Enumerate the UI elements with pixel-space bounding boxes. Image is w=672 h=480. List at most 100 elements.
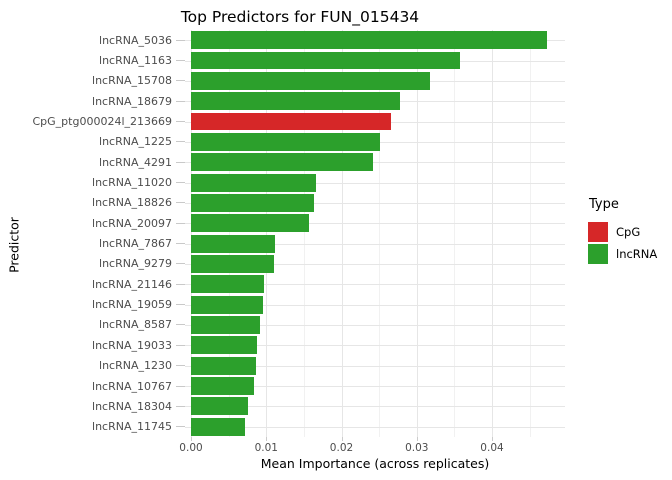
- gridline-vertical-minor: [228, 30, 230, 437]
- gridline-horizontal: [185, 202, 565, 204]
- bar-lncRNA_10767: [191, 377, 255, 395]
- bar-lncRNA_11745: [191, 417, 246, 436]
- gridline-vertical-minor: [529, 30, 531, 437]
- y-tick-row: lncRNA_18679: [0, 91, 185, 111]
- y-tick-row: lncRNA_19033: [0, 335, 185, 355]
- gridline-vertical-major: [492, 30, 493, 437]
- gridline-horizontal: [185, 365, 565, 367]
- x-tick-label: 0.00: [179, 442, 203, 454]
- y-tick-label: lncRNA_15708: [92, 74, 172, 88]
- bar-row: [185, 152, 565, 172]
- y-axis-labels: lncRNA_5036 lncRNA_1163 lncRNA_15708 lncRNA…: [0, 30, 185, 437]
- y-tick-mark: [176, 141, 185, 143]
- legend-item-label: CpG: [616, 225, 641, 239]
- legend-item-cpg: CpG: [588, 222, 657, 242]
- gridline-horizontal: [185, 263, 565, 265]
- bar-lncRNA_11020: [191, 173, 316, 192]
- y-tick-mark: [176, 121, 185, 123]
- y-tick-mark: [176, 365, 185, 367]
- y-tick-mark: [176, 161, 185, 163]
- plot-panel: [185, 30, 565, 437]
- y-tick-label: lncRNA_18679: [92, 94, 172, 108]
- y-tick-mark: [176, 283, 185, 285]
- bar-row: [185, 111, 565, 131]
- bar-lncRNA_15708: [191, 71, 430, 90]
- y-tick-label: lncRNA_19033: [92, 338, 172, 352]
- y-tick-row: lncRNA_4291: [0, 152, 185, 172]
- y-tick-label: lncRNA_18304: [92, 399, 172, 413]
- bar-row: [185, 254, 565, 274]
- bar-row: [185, 274, 565, 294]
- y-tick-mark: [176, 60, 185, 62]
- y-tick-mark: [176, 405, 185, 407]
- gridline-vertical-major: [191, 30, 192, 437]
- bar-row: [185, 294, 565, 314]
- bar-lncRNA_20097: [191, 214, 310, 233]
- y-tick-mark: [176, 80, 185, 82]
- bar-lncRNA_1225: [191, 132, 380, 151]
- bar-row: [185, 417, 565, 437]
- y-tick-label: lncRNA_5036: [99, 33, 172, 47]
- gridline-vertical-major: [416, 30, 418, 437]
- bar-lncRNA_19033: [191, 336, 257, 355]
- y-tick-row: lncRNA_5036: [0, 30, 185, 50]
- x-tick-mark: [266, 437, 268, 441]
- y-tick-label: CpG_ptg000024l_213669: [32, 115, 172, 129]
- gridline-horizontal: [185, 223, 565, 225]
- y-tick-row: lncRNA_15708: [0, 71, 185, 91]
- y-tick-label: lncRNA_11745: [92, 420, 172, 434]
- legend: Type CpG lncRNA: [588, 197, 657, 266]
- bar-rows: [185, 30, 565, 437]
- y-tick-mark: [176, 426, 185, 428]
- bar-row: [185, 356, 565, 376]
- bar-row: [185, 172, 565, 192]
- legend-item-label: lncRNA: [616, 247, 658, 261]
- y-tick-row: CpG_ptg000024l_213669: [0, 111, 185, 131]
- y-tick-label: lncRNA_9279: [99, 257, 172, 271]
- gridline-horizontal: [185, 324, 565, 326]
- y-tick-mark: [176, 243, 185, 245]
- y-tick-label: lncRNA_8587: [99, 318, 172, 332]
- x-tick-label: 0.01: [254, 442, 278, 454]
- y-tick-row: lncRNA_18826: [0, 193, 185, 213]
- y-tick-mark: [176, 385, 185, 387]
- gridline-vertical-major: [341, 30, 343, 437]
- y-tick-mark: [176, 304, 185, 306]
- bar-lncRNA_18304: [191, 397, 249, 416]
- bar-lncRNA_18826: [191, 193, 314, 212]
- x-tick-label: 0.04: [480, 442, 504, 454]
- y-tick-mark: [176, 202, 185, 204]
- y-tick-row: lncRNA_21146: [0, 274, 185, 294]
- y-tick-label: lncRNA_11020: [92, 176, 172, 190]
- y-tick-row: lncRNA_1225: [0, 132, 185, 152]
- bar-lncRNA_4291: [191, 153, 374, 172]
- bar-lncRNA_19059: [191, 295, 264, 314]
- bar-row: [185, 315, 565, 335]
- bar-CpG_ptg000024l_213669: [191, 112, 392, 131]
- bar-lncRNA_8587: [191, 316, 261, 334]
- y-tick-label: lncRNA_10767: [92, 379, 172, 393]
- bar-row: [185, 30, 565, 50]
- y-tick-row: lncRNA_11020: [0, 172, 185, 192]
- x-tick-mark: [416, 437, 418, 441]
- chart-title: Top Predictors for FUN_015434: [180, 8, 420, 26]
- y-tick-mark: [176, 39, 185, 41]
- y-tick-label: lncRNA_18826: [92, 196, 172, 210]
- bar-lncRNA_18679: [191, 92, 401, 111]
- y-tick-row: lncRNA_18304: [0, 396, 185, 416]
- gridline-vertical-major: [266, 30, 268, 437]
- y-tick-label: lncRNA_1163: [99, 54, 172, 68]
- y-tick-row: lncRNA_11745: [0, 417, 185, 437]
- y-tick-mark: [176, 182, 185, 184]
- y-tick-label: lncRNA_1230: [99, 359, 172, 373]
- x-tick-mark: [191, 437, 192, 441]
- x-tick-label: 0.03: [405, 442, 429, 454]
- gridline-horizontal: [185, 406, 565, 408]
- y-tick-label: lncRNA_20097: [92, 216, 172, 230]
- legend-swatch-lncrna: [588, 244, 608, 264]
- y-tick-mark: [176, 222, 185, 224]
- bar-lncRNA_1230: [191, 356, 256, 375]
- y-tick-row: lncRNA_1230: [0, 356, 185, 376]
- y-tick-row: lncRNA_9279: [0, 254, 185, 274]
- x-axis-title: Mean Importance (across replicates): [260, 456, 490, 471]
